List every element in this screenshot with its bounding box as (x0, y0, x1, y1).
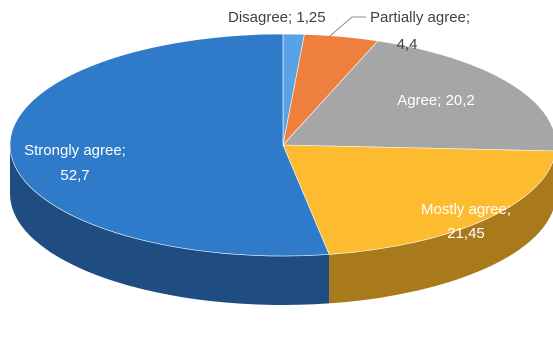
pie-slice-strongly-agree (9, 33, 330, 257)
data-labels: Disagree; 1,25 Partially agree; 4,4 Agre… (24, 9, 511, 242)
pie-slice-agree (282, 40, 553, 152)
data-label-partially-agree-line2: 4,4 (397, 36, 418, 53)
pie-depth-layer (10, 145, 553, 306)
pie-slice-mostly-agree (282, 144, 553, 255)
pie-side-strongly-agree (10, 145, 330, 306)
data-label-mostly-agree-line1: Mostly agree; (421, 201, 511, 218)
pie-top-layer (9, 33, 553, 257)
data-label-mostly-agree-line2: 21,45 (447, 225, 485, 242)
leader-line-partially-agree (329, 16, 366, 37)
data-label-strongly-agree-line2: 52,7 (60, 167, 89, 184)
leader-lines (329, 16, 366, 37)
pie-side-mostly-agree (329, 161, 553, 304)
data-label-disagree-line1: Disagree; 1,25 (228, 9, 326, 26)
data-label-strongly-agree-line1: Strongly agree; (24, 142, 126, 159)
data-label-partially-agree-line1: Partially agree; (370, 9, 470, 26)
data-label-agree-line1: Agree; 20,2 (397, 92, 475, 109)
